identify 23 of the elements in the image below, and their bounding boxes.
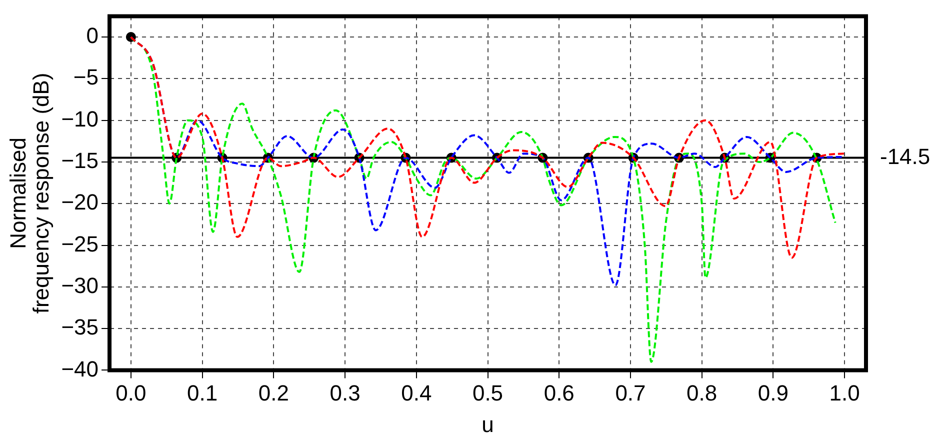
x-tick-label: 1.0 (829, 380, 860, 406)
y-tick-label: −35 (61, 314, 99, 340)
y-axis-title: Normalised frequency response (dB) (6, 72, 54, 314)
x-tick-label: 0.9 (758, 380, 789, 406)
x-tick-label: 0.8 (686, 380, 718, 406)
x-tick-label: 0.3 (330, 380, 360, 406)
x-tick-label: 0.4 (401, 380, 432, 406)
x-tick-label: 0.7 (615, 380, 646, 406)
x-axis-title: u (482, 412, 494, 437)
y-tick-label: −20 (61, 190, 99, 215)
y-tick-label: −10 (61, 106, 99, 132)
x-tick-label: 0.6 (544, 380, 574, 406)
y-tick-label: −5 (73, 64, 99, 90)
y-tick-label: −15 (61, 148, 99, 174)
y-tick-label: −25 (61, 231, 99, 256)
x-tick-label: 0.1 (187, 380, 218, 406)
x-tick-label: 0.0 (116, 380, 146, 406)
x-tick-label: 0.2 (258, 380, 289, 406)
y-tick-label: −40 (61, 356, 99, 382)
y-tick-label: −30 (61, 272, 99, 298)
y-tick-label: 0 (86, 23, 99, 48)
ref-line-label: -14.5 (880, 144, 930, 169)
x-tick-label: 0.5 (472, 380, 504, 406)
